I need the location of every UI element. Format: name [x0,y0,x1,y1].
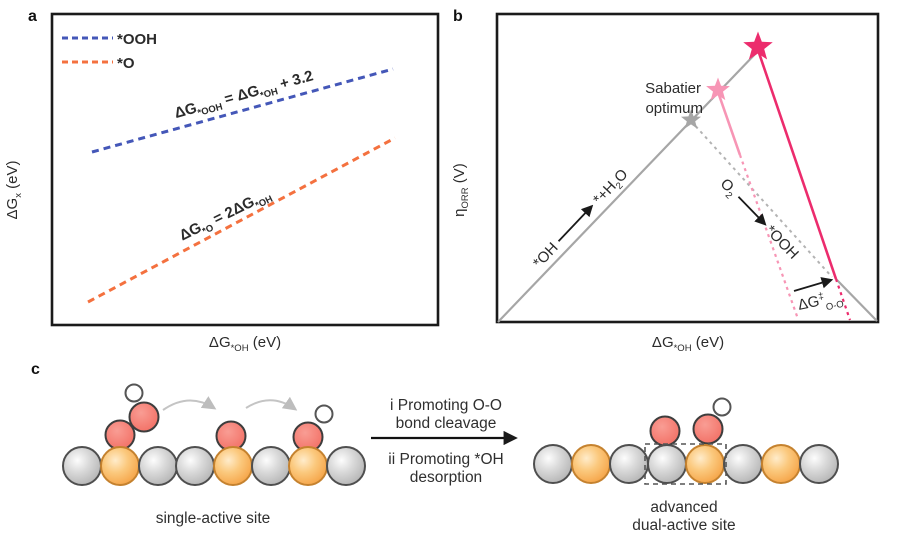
improved-site-line-solid [716,91,742,156]
panel-b-xlabel: ΔG*OH (eV) [652,334,724,354]
single-active-site-cluster [62,383,366,486]
process-line4: desorption [410,469,482,486]
barrier-arrow [793,277,834,292]
atom-gray [326,446,366,486]
hop-arrow-2-icon [245,396,298,411]
water-reactant-label: *OH [530,239,562,271]
volcano-right-leg-dashed [690,120,833,278]
process-line3: ii Promoting *OH [388,451,503,468]
atom-orange [571,444,611,484]
atom-H [314,404,334,424]
panel-a-frame [50,12,440,327]
panel-b-letter: b [453,8,463,25]
process-line1: i Promoting O-O [390,397,502,414]
panel-b-frame [495,12,880,324]
improved-site-line-dashed [738,154,800,320]
right-cluster-caption-line2: dual-active site [632,517,735,534]
panel-a-xlabel: ΔG*OH (eV) [209,334,281,354]
oxygen-reactant-label: O2 [715,175,741,201]
dual-site-highlight-box [644,443,727,485]
atom-orange [761,444,801,484]
atom-gray [251,446,291,486]
panel-c-letter: c [31,361,40,378]
atom-orange [685,444,725,484]
atom-gray [723,444,763,484]
atom-gray [647,444,687,484]
panel-a-letter: a [28,8,37,25]
atom-O [128,401,160,433]
legend-o-label: *O [117,55,135,72]
atom-O [692,413,724,445]
atom-gray [175,446,215,486]
atom-H [712,397,732,417]
atom-gray [609,444,649,484]
water-formation-annotation: *OH *+H2O [530,166,632,272]
oxygen-product-label: *OOH [762,222,802,263]
barrier-label: ΔG‡O-O [796,287,845,319]
atom-O [649,415,681,447]
right-cluster-caption-line1: advanced [650,499,717,516]
atom-H [124,383,144,403]
oxygen-activation-annotation: O2 *OOH [715,175,802,263]
ooh-scaling-line [91,67,394,154]
sabatier-label-line1: Sabatier [645,80,701,97]
atom-O [104,419,136,451]
legend-ooh-label: *OOH [117,31,157,48]
sabatier-label-line2: optimum [645,100,703,117]
panel-a-ylabel: ΔGx (eV) [4,161,24,220]
panel-b-ylabel: ηORR (V) [451,163,471,217]
atom-gray [533,444,573,484]
atom-orange [213,446,253,486]
process-line2: bond cleavage [396,415,497,432]
atom-gray [799,444,839,484]
advanced-site-star [743,31,773,60]
dual-active-site-cluster [533,397,839,484]
atom-gray [138,446,178,486]
volcano-right-leg-solid [835,278,878,322]
hop-arrow-1-icon [162,396,217,411]
oxygen-step-arrow [737,196,767,226]
advanced-site-line-dashed [834,278,852,321]
atom-gray [62,446,102,486]
left-cluster-caption: single-active site [156,510,271,527]
atom-orange [288,446,328,486]
advanced-site-line-solid [756,49,838,280]
o-scaling-line [87,136,396,304]
improved-site-star [706,77,730,101]
atom-orange [100,446,140,486]
water-step-arrow [557,204,594,242]
equation-o: ΔG*O = 2ΔG*OH [177,185,275,247]
